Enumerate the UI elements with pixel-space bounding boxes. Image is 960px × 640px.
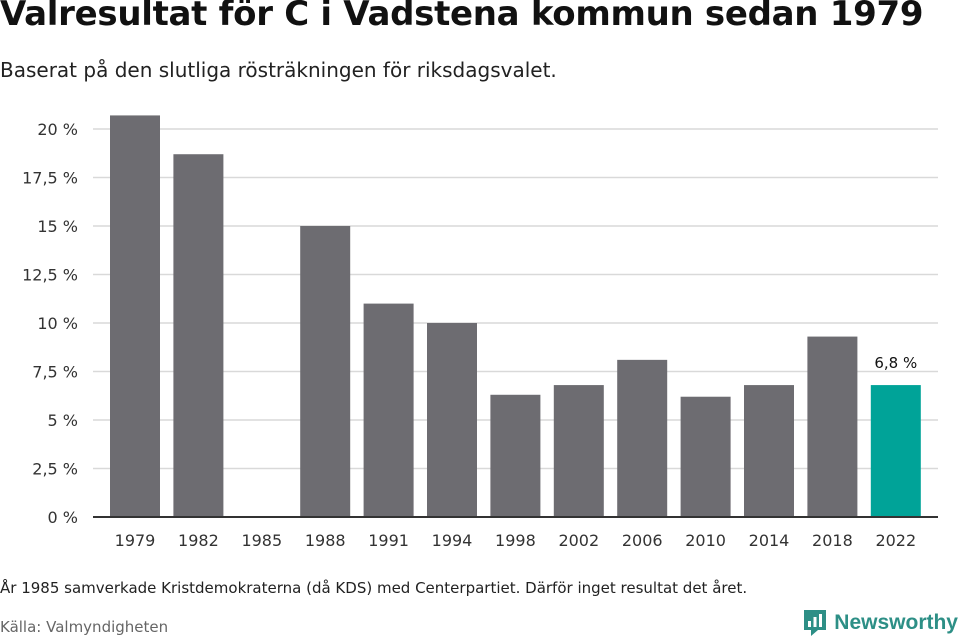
- y-tick-label: 17,5 %: [22, 169, 78, 188]
- chart-source: Källa: Valmyndigheten: [0, 618, 169, 636]
- grid-lines: [93, 128, 938, 470]
- chart-subtitle: Baserat på den slutliga rösträkningen fö…: [0, 58, 557, 82]
- x-tick-label: 1994: [432, 531, 473, 550]
- y-tick-label: 20 %: [37, 120, 78, 139]
- x-tick-label: 2022: [875, 531, 916, 550]
- brand-name: Newsworthy: [834, 611, 958, 634]
- y-tick-label: 7,5 %: [32, 363, 78, 382]
- x-axis-tick-labels: 1979 1982 1985 1988 1991 1994 1998 2002 2006 2010…: [115, 531, 917, 550]
- chart-title: Valresultat för C i Vadstena kommun seda…: [0, 0, 924, 34]
- y-tick-label: 15 %: [37, 217, 78, 236]
- y-axis-tick-labels: 0 % 2,5 % 5 % 7,5 % 10 % 12,5 % 15 % 17,5 % 20 %: [22, 120, 78, 527]
- data-label: 6,8 %: [874, 354, 917, 372]
- chart-note: År 1985 samverkade Kristdemokraterna (då…: [0, 579, 748, 597]
- bar-1979: [110, 115, 160, 518]
- data-labels: 6,8 %: [874, 354, 917, 372]
- x-tick-label: 1985: [241, 531, 282, 550]
- y-tick-label: 10 %: [37, 314, 78, 333]
- y-tick-label: 2,5 %: [32, 460, 78, 479]
- bar-2022: [870, 385, 921, 517]
- bar-1988: [300, 226, 351, 517]
- x-tick-label: 2014: [749, 531, 790, 550]
- y-tick-label: 12,5 %: [22, 266, 78, 285]
- bars: [110, 115, 921, 518]
- bar-1994: [427, 323, 477, 517]
- bar-2002: [553, 385, 604, 517]
- x-tick-label: 1982: [178, 531, 219, 550]
- bar-1991: [363, 303, 414, 517]
- newsworthy-logo-icon: [804, 610, 827, 636]
- bar-2010: [680, 396, 731, 517]
- bar-2006: [617, 359, 668, 517]
- y-tick-label: 5 %: [48, 411, 78, 430]
- bar-2014: [744, 385, 794, 517]
- x-tick-label: 1988: [305, 531, 346, 550]
- brand[interactable]: Newsworthy: [802, 608, 958, 638]
- x-tick-label: 1979: [115, 531, 156, 550]
- bar-chart: 0 % 2,5 % 5 % 7,5 % 10 % 12,5 % 15 % 17,5 % 20 %…: [22, 115, 938, 550]
- x-tick-label: 1991: [368, 531, 409, 550]
- bar-1982: [173, 154, 224, 517]
- bar-1998: [490, 394, 541, 517]
- y-tick-label: 0 %: [48, 508, 78, 527]
- x-tick-label: 2002: [558, 531, 599, 550]
- x-tick-label: 2010: [685, 531, 726, 550]
- x-tick-label: 1998: [495, 531, 536, 550]
- x-tick-label: 2006: [622, 531, 663, 550]
- x-tick-label: 2018: [812, 531, 853, 550]
- bar-2018: [807, 336, 858, 517]
